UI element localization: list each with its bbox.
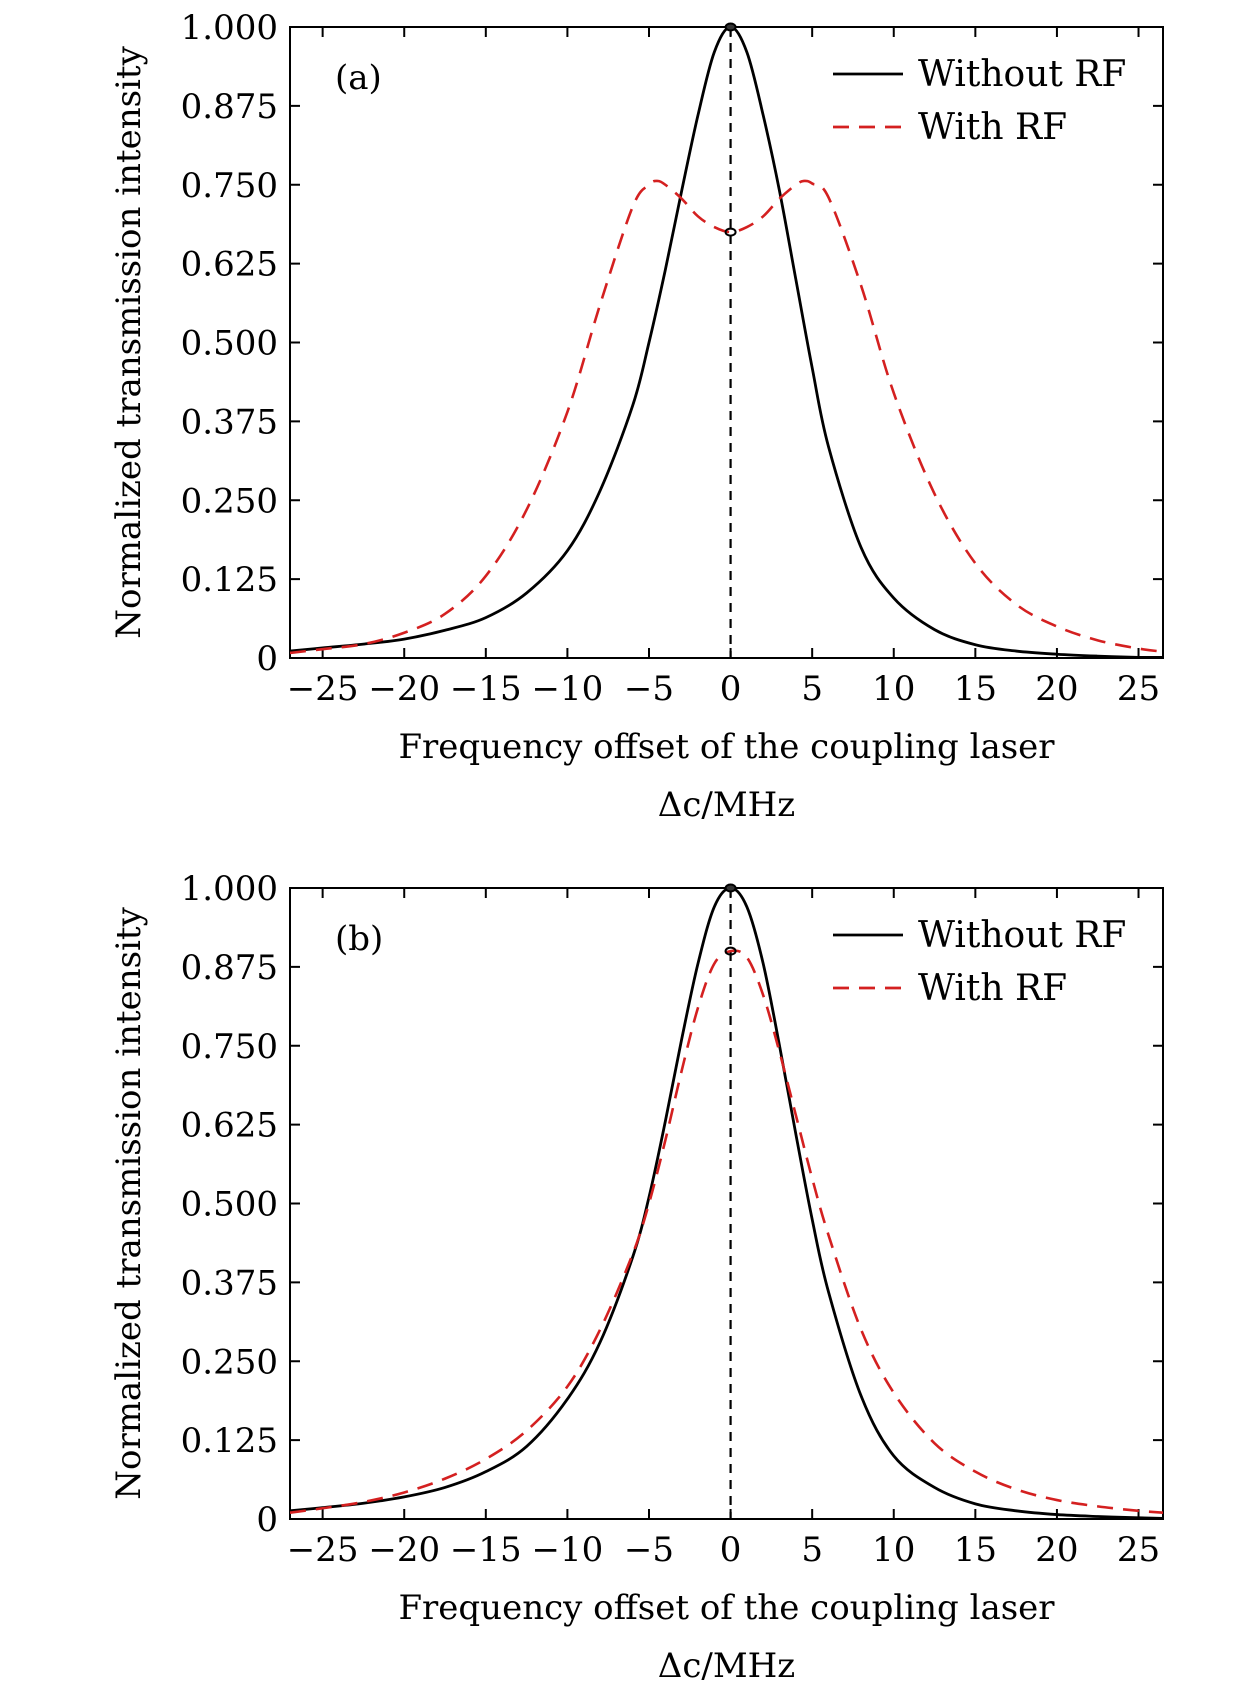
y-tick-label: 0.125 [181,560,278,600]
x-tick-label: −25 [287,669,359,709]
x-tick-label: −10 [532,669,604,709]
y-tick-label: 0.875 [181,948,278,988]
x-tick-label: −25 [287,1530,359,1570]
x-tick-label: 15 [954,1530,997,1570]
center-marker [724,946,737,956]
x-tick-label: 10 [872,1530,915,1570]
center-marker [724,883,737,893]
x-tick-label: −5 [624,1530,674,1570]
x-tick-label: −20 [368,669,440,709]
y-tick-label: 1.000 [181,869,278,909]
x-tick-label: 20 [1035,1530,1078,1570]
x-tick-label: −5 [624,669,674,709]
legend-label: Without RF [918,915,1126,956]
y-tick-label: 0.625 [181,1106,278,1146]
y-tick-label: 0.125 [181,1421,278,1461]
x-tick-label: 5 [801,1530,823,1570]
y-tick-label: 0.875 [181,87,278,127]
y-tick-label: 0.375 [181,402,278,442]
x-axis-title: Frequency offset of the coupling laser [398,727,1055,767]
y-tick-label: 0.375 [181,1263,278,1303]
x-tick-label: 15 [954,669,997,709]
series-line-with-rf [290,179,1163,655]
y-tick-label: 0 [256,639,278,679]
x-tick-label: −15 [450,669,522,709]
y-tick-label: 0.625 [181,245,278,285]
x-tick-label: 25 [1117,1530,1160,1570]
chart-panel-a: 0 0.125 0.250 0.375 0.500 0.625 0.750 0.875 1.00… [109,8,1164,825]
x-tick-label: 25 [1117,669,1160,709]
y-tick-label: 0.500 [181,324,278,364]
x-tick-label: 5 [801,669,823,709]
y-tick-label: 1.000 [181,8,278,48]
y-tick-label: 0.750 [181,1027,278,1067]
center-marker [724,22,737,32]
x-tick-label: −20 [368,1530,440,1570]
x-tick-label: −10 [532,1530,604,1570]
y-tick-label: 0.250 [181,1342,278,1382]
center-marker [724,227,737,237]
x-tick-label: 0 [720,669,742,709]
panel-label: (b) [335,919,383,959]
y-tick-label: 0 [256,1500,278,1540]
x-tick-label: 0 [720,1530,742,1570]
legend-label: With RF [918,968,1067,1009]
y-axis-title: Normalized transmission intensity [109,906,149,1499]
y-tick-label: 0.500 [181,1185,278,1225]
y-tick-label: 0.750 [181,166,278,206]
legend-label: Without RF [918,54,1126,95]
x-tick-label: −15 [450,1530,522,1570]
x-axis-title: Frequency offset of the coupling laser [398,1588,1055,1628]
x-tick-label: 20 [1035,669,1078,709]
panel-label: (a) [335,58,382,98]
y-axis-title: Normalized transmission intensity [109,45,149,638]
y-tick-label: 0.250 [181,481,278,521]
x-axis-unit: Δc/MHz [658,785,795,825]
series-line-with-rf [290,949,1163,1514]
x-tick-label: 10 [872,669,915,709]
legend-label: With RF [918,107,1067,148]
x-axis-unit: Δc/MHz [658,1646,795,1685]
chart-panel-b: 0 0.125 0.250 0.375 0.500 0.625 0.750 0.875 1.00… [109,869,1164,1685]
